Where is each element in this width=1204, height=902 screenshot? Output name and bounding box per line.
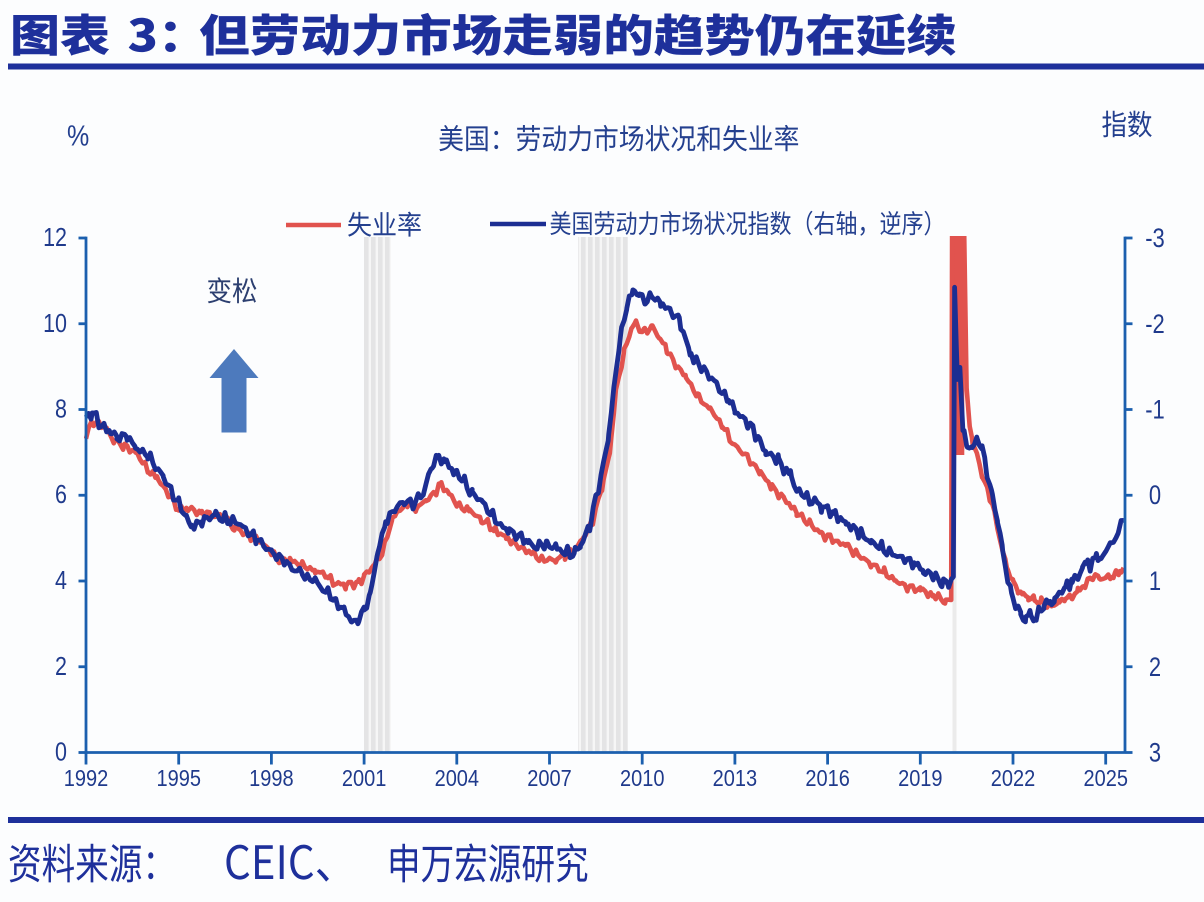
svg-text:2001: 2001	[342, 764, 386, 791]
svg-text:6: 6	[55, 481, 67, 509]
svg-text:1998: 1998	[249, 764, 293, 791]
svg-text:2025: 2025	[1083, 764, 1127, 791]
svg-text:0: 0	[1149, 481, 1161, 510]
svg-text:2010: 2010	[620, 764, 664, 791]
svg-text:0: 0	[55, 739, 67, 767]
svg-text:4: 4	[55, 567, 67, 595]
svg-text:-1: -1	[1145, 396, 1165, 425]
svg-text:8: 8	[55, 396, 67, 424]
svg-text:2004: 2004	[435, 764, 479, 791]
svg-text:-2: -2	[1145, 310, 1165, 339]
svg-text:1992: 1992	[64, 764, 108, 791]
svg-text:1: 1	[1149, 567, 1161, 596]
svg-text:2: 2	[1149, 653, 1161, 682]
svg-text:%: %	[67, 120, 89, 152]
svg-text:2022: 2022	[991, 764, 1035, 791]
svg-text:-3: -3	[1145, 224, 1165, 253]
svg-text:12: 12	[43, 224, 67, 252]
svg-text:1995: 1995	[156, 764, 200, 791]
svg-text:3: 3	[1149, 739, 1161, 768]
svg-text:2: 2	[55, 653, 67, 681]
svg-text:2007: 2007	[527, 764, 571, 791]
svg-text:2019: 2019	[898, 764, 942, 791]
svg-text:2013: 2013	[713, 764, 757, 791]
svg-text:2016: 2016	[805, 764, 849, 791]
svg-text:10: 10	[43, 310, 67, 338]
